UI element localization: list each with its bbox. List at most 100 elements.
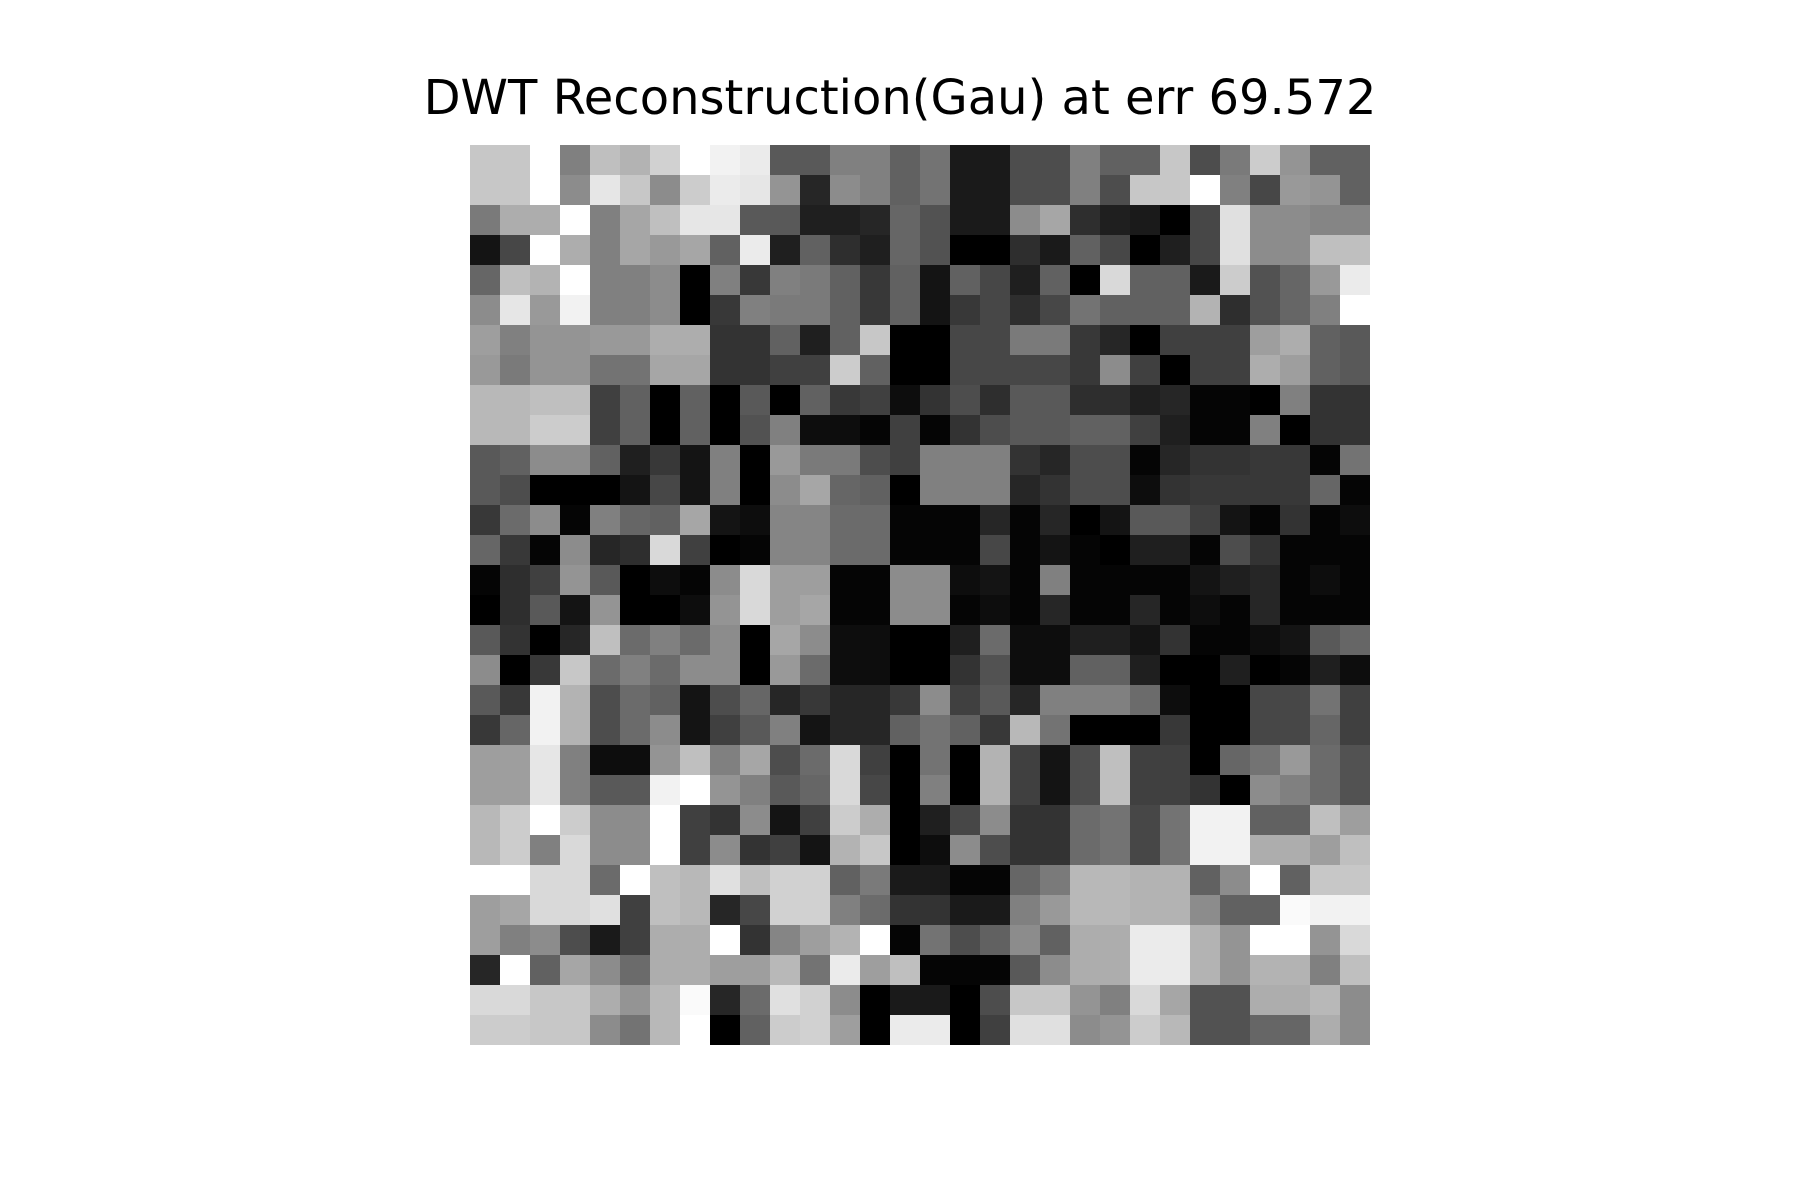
heatmap-cell bbox=[1130, 685, 1161, 716]
heatmap-cell bbox=[770, 655, 801, 686]
heatmap-cell bbox=[1280, 805, 1311, 836]
heatmap-cell bbox=[1070, 835, 1101, 866]
heatmap-cell bbox=[1100, 175, 1131, 206]
heatmap-cell bbox=[650, 925, 681, 956]
heatmap-cell bbox=[1280, 745, 1311, 776]
heatmap-cell bbox=[680, 475, 711, 506]
heatmap-cell bbox=[1190, 625, 1221, 656]
heatmap-cell bbox=[740, 685, 771, 716]
heatmap-cell bbox=[1310, 145, 1341, 176]
heatmap-cell bbox=[770, 565, 801, 596]
heatmap-cell bbox=[740, 775, 771, 806]
heatmap-cell bbox=[530, 745, 561, 776]
heatmap-cell bbox=[620, 235, 651, 266]
heatmap-cell bbox=[470, 505, 501, 536]
heatmap-cell bbox=[740, 985, 771, 1016]
heatmap-cell bbox=[860, 295, 891, 326]
heatmap-cell bbox=[770, 445, 801, 476]
heatmap-cell bbox=[500, 625, 531, 656]
heatmap-cell bbox=[1010, 295, 1041, 326]
heatmap-cell bbox=[1190, 805, 1221, 836]
heatmap-cell bbox=[980, 325, 1011, 356]
heatmap-cell bbox=[1190, 985, 1221, 1016]
heatmap-cell bbox=[1130, 805, 1161, 836]
heatmap-cell bbox=[1250, 805, 1281, 836]
heatmap-cell bbox=[920, 595, 951, 626]
heatmap-cell bbox=[710, 625, 741, 656]
heatmap-cell bbox=[530, 925, 561, 956]
heatmap-cell bbox=[770, 235, 801, 266]
heatmap-cell bbox=[1220, 475, 1251, 506]
heatmap-cell bbox=[770, 625, 801, 656]
heatmap-cell bbox=[770, 475, 801, 506]
heatmap-cell bbox=[1280, 475, 1311, 506]
heatmap-cell bbox=[500, 145, 531, 176]
heatmap-cell bbox=[860, 445, 891, 476]
heatmap-cell bbox=[920, 865, 951, 896]
heatmap-cell bbox=[1130, 505, 1161, 536]
heatmap-cell bbox=[1310, 235, 1341, 266]
heatmap-cell bbox=[1310, 715, 1341, 746]
heatmap-cell bbox=[1310, 925, 1341, 956]
heatmap-cell bbox=[500, 805, 531, 836]
heatmap-cell bbox=[770, 205, 801, 236]
heatmap-cell bbox=[860, 685, 891, 716]
heatmap-cell bbox=[650, 955, 681, 986]
heatmap-cell bbox=[980, 625, 1011, 656]
heatmap-cell bbox=[1130, 565, 1161, 596]
heatmap-cell bbox=[860, 175, 891, 206]
heatmap-cell bbox=[980, 685, 1011, 716]
heatmap-cell bbox=[1100, 985, 1131, 1016]
heatmap-cell bbox=[470, 265, 501, 296]
heatmap-cell bbox=[1310, 505, 1341, 536]
heatmap-cell bbox=[740, 895, 771, 926]
heatmap-cell bbox=[980, 895, 1011, 926]
heatmap-cell bbox=[710, 295, 741, 326]
heatmap-cell bbox=[890, 535, 921, 566]
heatmap-cell bbox=[560, 1015, 591, 1045]
heatmap-cell bbox=[860, 595, 891, 626]
heatmap-cell bbox=[560, 955, 591, 986]
heatmap-cell bbox=[1280, 1015, 1311, 1045]
heatmap-cell bbox=[890, 415, 921, 446]
heatmap-cell bbox=[1040, 475, 1071, 506]
heatmap-cell bbox=[1220, 445, 1251, 476]
heatmap-cell bbox=[1100, 595, 1131, 626]
heatmap-cell bbox=[560, 655, 591, 686]
heatmap-cell bbox=[560, 865, 591, 896]
heatmap-cell bbox=[1070, 175, 1101, 206]
heatmap-cell bbox=[1250, 925, 1281, 956]
heatmap-cell bbox=[890, 505, 921, 536]
heatmap-cell bbox=[1280, 835, 1311, 866]
heatmap-cell bbox=[1070, 895, 1101, 926]
heatmap-cell bbox=[1130, 385, 1161, 416]
heatmap-cell bbox=[470, 955, 501, 986]
heatmap-cell bbox=[1310, 445, 1341, 476]
heatmap-cell bbox=[770, 505, 801, 536]
heatmap-cell bbox=[560, 475, 591, 506]
heatmap-cell bbox=[1070, 865, 1101, 896]
heatmap-cell bbox=[680, 355, 711, 386]
heatmap-cell bbox=[980, 175, 1011, 206]
heatmap-cell bbox=[950, 505, 981, 536]
heatmap-cell bbox=[1040, 745, 1071, 776]
heatmap-cell bbox=[530, 475, 561, 506]
heatmap-cell bbox=[1160, 625, 1191, 656]
heatmap-cell bbox=[1220, 325, 1251, 356]
heatmap-cell bbox=[710, 205, 741, 236]
heatmap-cell bbox=[1340, 655, 1370, 686]
heatmap-cell bbox=[1310, 775, 1341, 806]
heatmap-cell bbox=[530, 415, 561, 446]
heatmap-cell bbox=[1250, 625, 1281, 656]
heatmap-cell bbox=[1310, 895, 1341, 926]
heatmap-cell bbox=[1220, 715, 1251, 746]
heatmap-cell bbox=[1250, 595, 1281, 626]
heatmap-cell bbox=[470, 445, 501, 476]
heatmap-cell bbox=[560, 445, 591, 476]
heatmap-cell bbox=[1250, 265, 1281, 296]
heatmap-cell bbox=[530, 595, 561, 626]
heatmap-cell bbox=[620, 295, 651, 326]
heatmap-cell bbox=[980, 595, 1011, 626]
heatmap-cell bbox=[920, 655, 951, 686]
heatmap-cell bbox=[500, 835, 531, 866]
